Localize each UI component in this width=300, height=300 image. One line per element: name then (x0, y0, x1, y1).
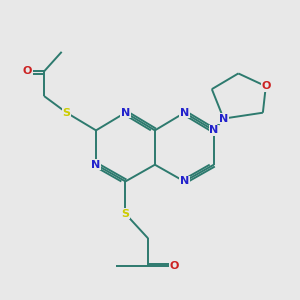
Text: S: S (122, 209, 130, 219)
Text: N: N (180, 108, 189, 118)
Text: N: N (121, 108, 130, 118)
Text: O: O (170, 261, 179, 271)
Text: O: O (261, 81, 271, 91)
Text: S: S (63, 108, 70, 118)
Text: N: N (209, 125, 218, 135)
Text: N: N (180, 176, 189, 186)
Text: N: N (219, 114, 228, 124)
Text: O: O (22, 67, 32, 76)
Text: N: N (92, 160, 100, 170)
